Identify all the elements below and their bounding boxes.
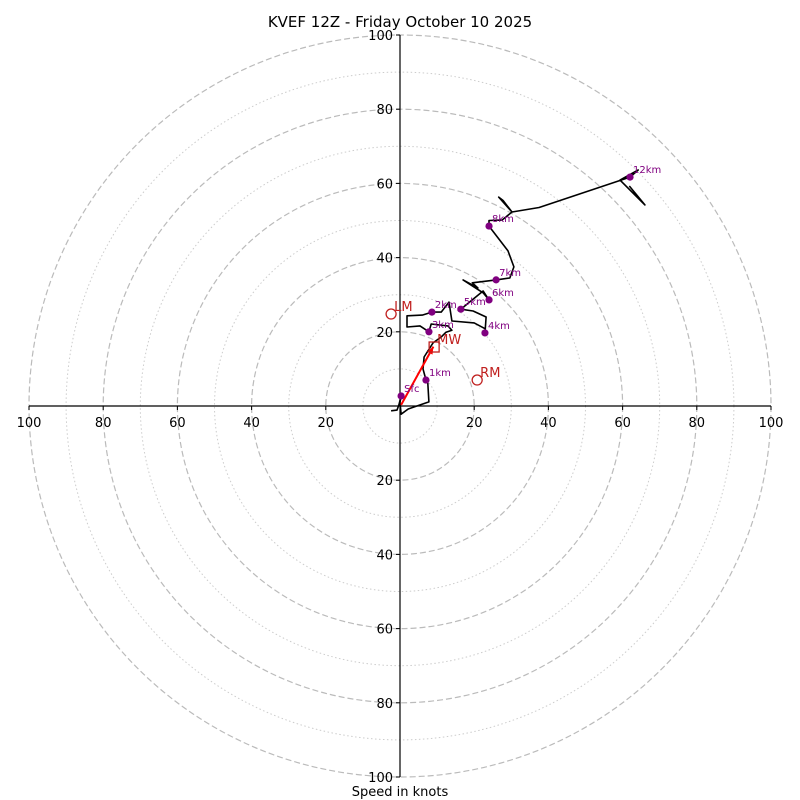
y-tick-label: 80 <box>376 103 393 118</box>
height-marker-label: 8km <box>492 214 514 225</box>
storm-motion-label: LM <box>394 300 412 315</box>
x-tick-label: 40 <box>243 416 260 431</box>
height-marker-dot <box>422 376 430 384</box>
height-marker-label: 5km <box>464 297 486 308</box>
storm-motion-markers: LM RM MW <box>385 300 500 386</box>
height-marker-label: 7km <box>499 268 521 279</box>
height-marker-label: 6km <box>492 288 514 299</box>
x-tick-label: 80 <box>689 416 706 431</box>
y-tick-label: 40 <box>376 252 393 267</box>
x-tick-label: 40 <box>540 416 557 431</box>
mean-wind-marker <box>428 341 440 353</box>
storm-motion-marker <box>385 308 397 320</box>
x-tick-label: 20 <box>466 416 483 431</box>
chart-title: KVEF 12Z - Friday October 10 2025 <box>268 13 532 31</box>
y-tick-label: 40 <box>376 548 393 563</box>
y-tick-labels: 100 80 60 40 20 20 40 60 80 100 <box>368 29 400 786</box>
height-marker-label: 12km <box>633 165 661 176</box>
x-tick-label: 80 <box>95 416 112 431</box>
height-marker-label: Sfc <box>404 384 419 395</box>
y-tick-label: 60 <box>376 177 393 192</box>
height-marker-label: 3km <box>432 320 454 331</box>
height-marker-dot <box>481 329 489 337</box>
y-tick-label: 80 <box>376 697 393 712</box>
height-marker-label: 4km <box>488 321 510 332</box>
x-tick-label: 60 <box>614 416 631 431</box>
x-tick-label: 100 <box>17 416 42 431</box>
height-marker-dot <box>428 308 436 316</box>
height-marker-dot <box>397 392 405 400</box>
height-marker-label: 1km <box>429 368 451 379</box>
x-tick-label: 100 <box>759 416 784 431</box>
height-marker-dot <box>457 305 465 313</box>
shear-vector-line <box>400 346 435 406</box>
storm-motion-label: MW <box>437 333 461 348</box>
height-marker-dot <box>485 296 493 304</box>
y-tick-label: 20 <box>376 326 393 341</box>
x-tick-label: 20 <box>318 416 335 431</box>
y-tick-label: 100 <box>368 771 393 786</box>
height-markers: Sfc 1km 2km 3km 4km 5km 6km 7km 8km 12km <box>397 165 661 400</box>
y-tick-label: 20 <box>376 474 393 489</box>
height-marker-dot <box>626 173 634 181</box>
height-marker-label: 2km <box>435 300 457 311</box>
x-axis-label: Speed in knots <box>352 785 449 800</box>
x-tick-labels: 100 80 60 40 20 20 40 60 80 100 <box>17 406 784 431</box>
height-marker-dot <box>485 222 493 230</box>
height-marker-dot <box>425 328 433 336</box>
height-marker-dot <box>492 276 500 284</box>
y-tick-label: 100 <box>368 29 393 44</box>
storm-motion-marker <box>471 374 483 386</box>
y-tick-label: 60 <box>376 623 393 638</box>
x-tick-label: 60 <box>169 416 186 431</box>
storm-motion-label: RM <box>480 366 500 381</box>
